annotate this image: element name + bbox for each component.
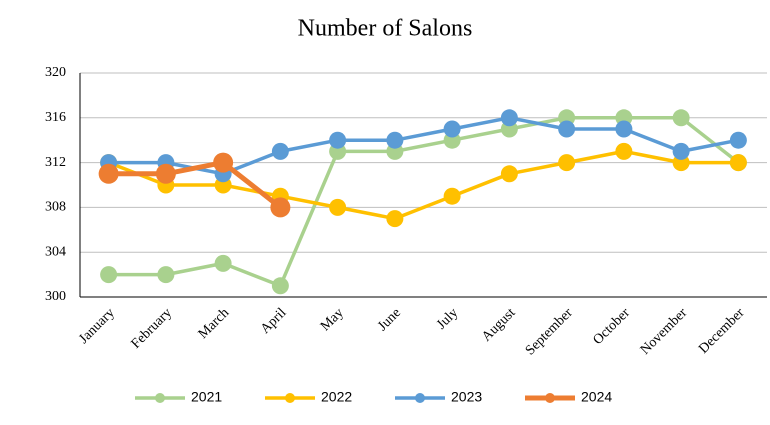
chart-title: Number of Salons xyxy=(298,16,473,42)
y-tick-label: 320 xyxy=(45,65,66,80)
data-point xyxy=(329,198,347,216)
data-point xyxy=(558,120,576,138)
series-line xyxy=(108,116,740,288)
y-tick-label: 316 xyxy=(45,110,66,125)
legend-marker xyxy=(415,393,425,403)
series-line xyxy=(108,160,282,210)
data-point xyxy=(386,131,404,149)
legend-marker xyxy=(155,393,165,403)
data-point xyxy=(271,277,289,295)
data-point xyxy=(100,266,118,284)
data-point xyxy=(672,109,690,127)
data-point xyxy=(500,165,518,183)
data-point xyxy=(615,142,633,160)
data-point xyxy=(615,120,633,138)
data-point xyxy=(271,142,289,160)
data-point xyxy=(443,120,461,138)
legend-label: 2024 xyxy=(581,389,612,405)
data-point xyxy=(155,163,176,184)
data-point xyxy=(558,154,576,172)
data-point xyxy=(329,131,347,149)
y-tick-label: 308 xyxy=(45,200,66,215)
data-point xyxy=(213,152,234,173)
data-point xyxy=(500,109,518,127)
legend-marker xyxy=(285,393,295,403)
legend-marker xyxy=(545,393,555,403)
legend-label: 2023 xyxy=(451,389,482,405)
data-point xyxy=(214,254,232,272)
data-point xyxy=(386,210,404,228)
y-tick-label: 304 xyxy=(45,244,66,259)
y-tick-label: 312 xyxy=(45,155,66,170)
y-tick-label: 300 xyxy=(45,289,66,304)
legend-label: 2021 xyxy=(191,389,222,405)
series-line xyxy=(108,116,739,176)
data-point xyxy=(672,142,690,160)
data-point xyxy=(270,197,291,218)
data-point xyxy=(729,154,747,172)
data-point xyxy=(157,266,175,284)
legend-label: 2022 xyxy=(321,389,352,405)
series-line xyxy=(107,149,739,221)
data-point xyxy=(729,131,747,149)
data-point xyxy=(443,187,461,205)
data-point xyxy=(98,163,119,184)
